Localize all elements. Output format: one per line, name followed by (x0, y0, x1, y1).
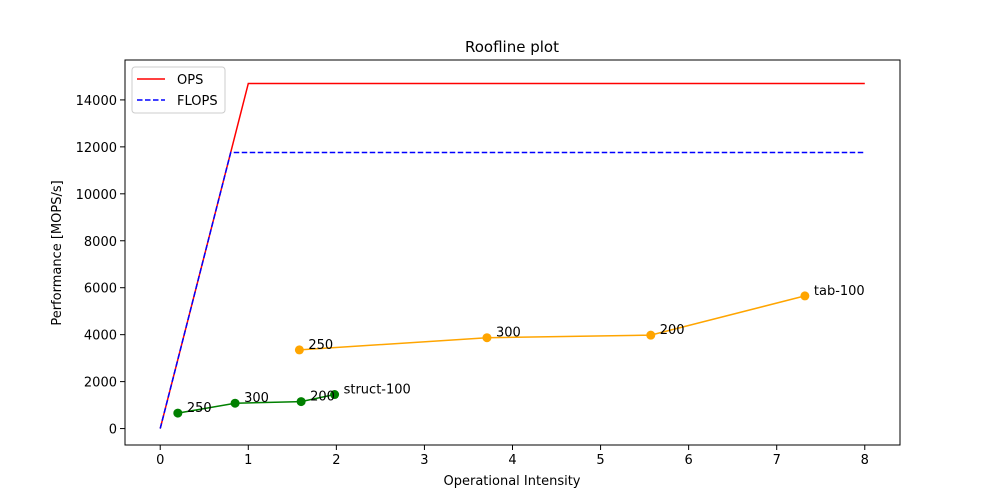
y-tick-label: 0 (109, 423, 117, 438)
axis-ticks: 0 1 2 3 4 5 6 7 8 0 2000 4000 6000 8000 10000 12000 1400… (76, 94, 869, 468)
y-tick-label: 4000 (84, 329, 117, 344)
x-tick-label: 2 (332, 453, 340, 468)
x-tick-label: 7 (773, 453, 781, 468)
struct-point (296, 397, 306, 407)
tab-point-label: 200 (660, 323, 685, 338)
legend-flops-label: FLOPS (177, 94, 218, 109)
y-tick-label: 8000 (84, 235, 117, 250)
struct-point (173, 408, 183, 418)
series-layer: tab-100 200 300 250 struct-100 200 300 250 (159, 82, 865, 429)
x-tick-label: 3 (420, 453, 428, 468)
x-tick-label: 4 (508, 453, 516, 468)
tab-point-label: 300 (496, 326, 521, 341)
ops-series-line (159, 82, 865, 429)
tab-point-label: tab-100 (814, 284, 865, 299)
tab-point (646, 330, 656, 340)
legend: OPS FLOPS (131, 66, 226, 114)
y-axis-label: Performance [MOPS/s] (50, 180, 65, 325)
y-tick-label: 14000 (76, 94, 117, 109)
tab-point (482, 333, 492, 343)
y-tick-label: 6000 (84, 282, 117, 297)
struct-point (230, 398, 240, 408)
y-tick-label: 2000 (84, 376, 117, 391)
x-tick-label: 5 (596, 453, 604, 468)
legend-ops-label: OPS (177, 73, 203, 88)
y-tick-label: 10000 (76, 188, 117, 203)
x-tick-label: 1 (244, 453, 252, 468)
plot-frame (124, 59, 901, 446)
struct-point-label: 250 (187, 401, 212, 416)
struct-series-line (177, 393, 335, 414)
y-tick-label: 12000 (76, 141, 117, 156)
struct-point-label: struct-100 (344, 383, 411, 398)
x-tick-label: 6 (684, 453, 692, 468)
struct-point-label: 200 (310, 390, 335, 405)
x-tick-label: 8 (861, 453, 869, 468)
flops-series-line (159, 151, 865, 429)
struct-point (330, 390, 340, 400)
chart-title: Roofline plot (465, 38, 559, 56)
x-tick-label: 0 (156, 453, 164, 468)
struct-point-label: 300 (244, 391, 269, 406)
x-axis-label: Operational Intensity (444, 474, 581, 489)
tab-point (800, 291, 810, 301)
tab-point-label: 250 (308, 338, 333, 353)
tab-point (294, 345, 304, 355)
tab-series-line (299, 295, 806, 351)
